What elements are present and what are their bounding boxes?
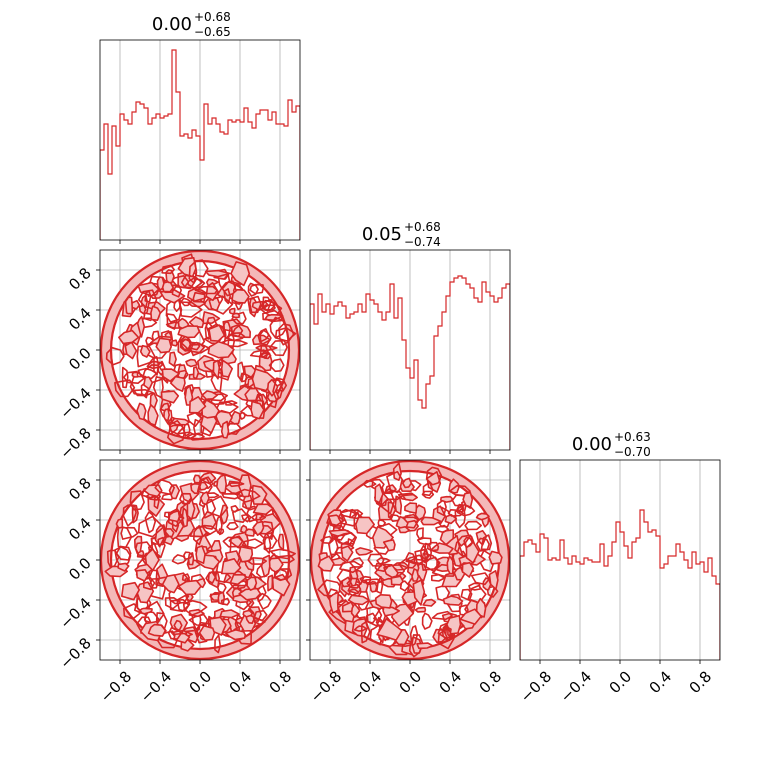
panel-title-2: 0.05 +0.68−0.74 <box>362 220 441 249</box>
histogram-panel-1 <box>99 39 301 244</box>
title-lower-error: −0.74 <box>404 235 441 249</box>
density-panel-1-2: −0.8−0.40.00.40.8 <box>56 249 301 463</box>
title-value: 0.00 <box>152 14 192 35</box>
density-contour-blobs <box>317 462 503 658</box>
title-upper-error: +0.63 <box>614 430 651 444</box>
density-contour-blobs <box>105 253 297 445</box>
title-upper-error: +0.68 <box>194 10 231 24</box>
title-lower-error: −0.70 <box>614 445 651 459</box>
density-contour-blobs <box>104 471 297 654</box>
histogram-panel-2 <box>309 249 511 454</box>
histogram-step-line <box>100 49 300 240</box>
title-value: 0.05 <box>362 224 402 245</box>
density-outer-contour <box>100 460 300 660</box>
panel-title-1: 0.00 +0.68−0.65 <box>152 10 231 39</box>
density-panel-2-3: −0.8 −0.4 0.0 0.4 0.8 <box>306 459 511 706</box>
panel-title-3: 0.00 +0.63−0.70 <box>572 430 651 459</box>
density-outer-band <box>100 250 300 450</box>
title-value: 0.00 <box>572 434 612 455</box>
density-outer-contour <box>100 250 300 450</box>
density-inner-contour <box>109 469 291 651</box>
histogram-step-line <box>310 275 510 450</box>
title-upper-error: +0.68 <box>404 220 441 234</box>
density-outer-contour <box>310 460 510 660</box>
histogram-step-line <box>520 509 720 660</box>
title-lower-error: −0.65 <box>194 25 231 39</box>
